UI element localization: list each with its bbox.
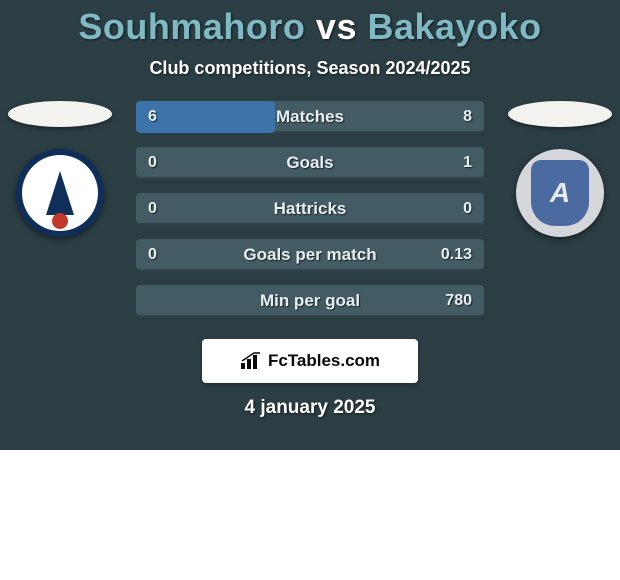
stat-value-left: 0 <box>148 200 157 218</box>
stat-value-right: 0 <box>463 200 472 218</box>
stat-label: Goals <box>286 153 333 173</box>
club-crest-paris-fc <box>16 149 104 237</box>
left-side <box>0 101 120 237</box>
stat-row: 6 Matches 8 <box>136 101 484 133</box>
brand-badge: FcTables.com <box>202 339 418 383</box>
stat-value-right: 1 <box>463 154 472 172</box>
club-crest-amiens: A <box>516 149 604 237</box>
right-side: A <box>500 101 620 237</box>
player2-photo <box>508 101 612 127</box>
stat-label: Hattricks <box>274 199 347 219</box>
stat-row: 0 Goals per match 0.13 <box>136 239 484 271</box>
main-layout: 6 Matches 8 0 Goals 1 0 Hattricks 0 0 Goals per ma… <box>0 101 620 331</box>
shield-letter: A <box>550 177 570 209</box>
ball-icon <box>52 213 68 229</box>
player2-name: Bakayoko <box>367 6 541 47</box>
stat-value-left: 6 <box>148 108 157 126</box>
comparison-card: Souhmahoro vs Bakayoko Club competitions… <box>0 0 620 450</box>
shield-icon: A <box>531 160 589 226</box>
chart-icon <box>240 352 262 370</box>
brand-text: FcTables.com <box>268 351 380 371</box>
stat-label: Goals per match <box>243 245 376 265</box>
page-title: Souhmahoro vs Bakayoko <box>0 6 620 48</box>
stat-row: Min per goal 780 <box>136 285 484 317</box>
stat-label: Matches <box>276 107 344 127</box>
stat-label: Min per goal <box>260 291 360 311</box>
stat-value-right: 8 <box>463 108 472 126</box>
stats-table: 6 Matches 8 0 Goals 1 0 Hattricks 0 0 Goals per ma… <box>120 101 500 331</box>
player1-name: Souhmahoro <box>78 6 305 47</box>
date-label: 4 january 2025 <box>0 397 620 419</box>
stat-row: 0 Goals 1 <box>136 147 484 179</box>
stat-value-left: 0 <box>148 154 157 172</box>
stat-value-right: 780 <box>445 292 472 310</box>
subtitle: Club competitions, Season 2024/2025 <box>0 58 620 79</box>
eiffel-icon <box>46 171 74 215</box>
stat-value-left: 0 <box>148 246 157 264</box>
player1-photo <box>8 101 112 127</box>
vs-separator: vs <box>316 6 357 47</box>
stat-value-right: 0.13 <box>441 246 472 264</box>
stat-row: 0 Hattricks 0 <box>136 193 484 225</box>
